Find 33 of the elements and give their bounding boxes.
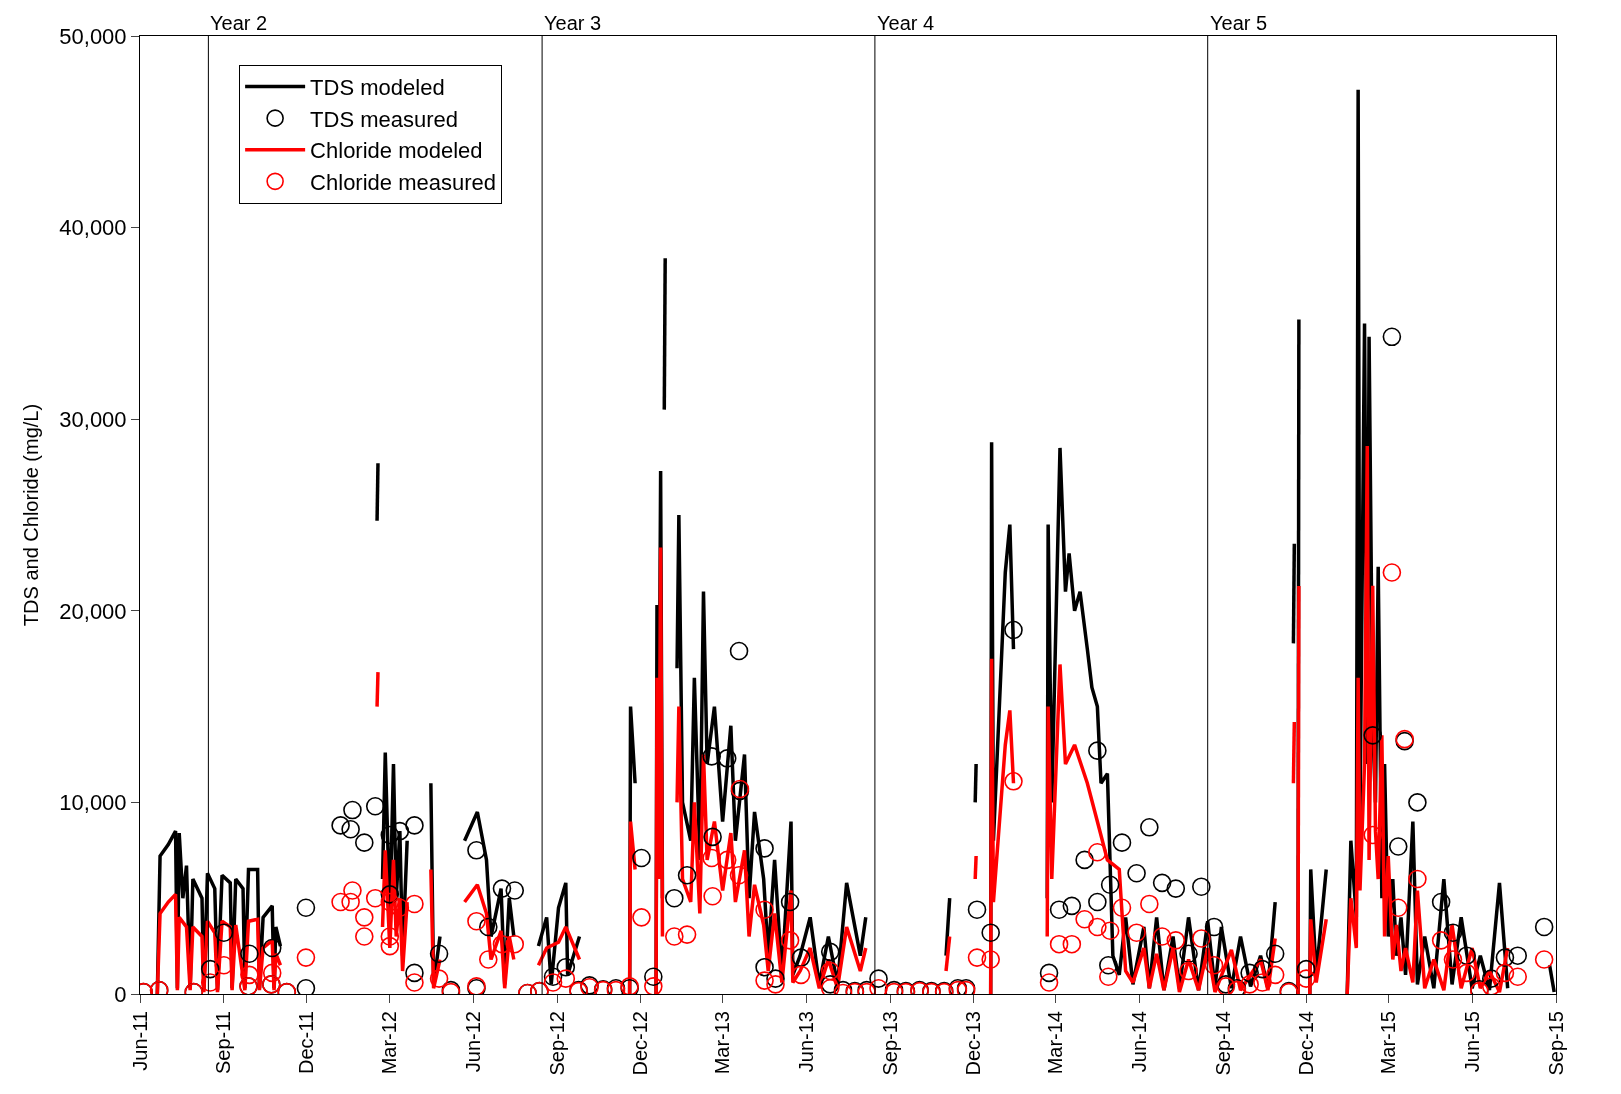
x-tick-label: Sep-14 bbox=[1211, 1011, 1234, 1076]
x-tick-label: Sep-13 bbox=[878, 1011, 901, 1076]
x-tick-label: Dec-14 bbox=[1294, 1011, 1317, 1076]
y-tick-label: 20,000 bbox=[59, 598, 127, 624]
x-tick-label: Jun-12 bbox=[462, 1011, 485, 1073]
x-tick-label: Jun-11 bbox=[128, 1011, 151, 1071]
ref-line-label: Year 4 bbox=[877, 12, 935, 34]
y-tick-label: 30,000 bbox=[59, 406, 127, 432]
x-tick-label: Jun-13 bbox=[795, 1011, 818, 1073]
y-tick-label: 0 bbox=[114, 981, 127, 1007]
x-tick-label: Mar-15 bbox=[1376, 1011, 1399, 1075]
y-tick-label: 50,000 bbox=[59, 23, 127, 49]
x-tick-label: Dec-12 bbox=[629, 1011, 652, 1076]
legend-label: TDS modeled bbox=[310, 75, 445, 101]
x-tick-label: Jun-15 bbox=[1460, 1011, 1483, 1073]
legend-label: TDS measured bbox=[310, 106, 459, 132]
ref-line-label: Year 5 bbox=[1210, 12, 1268, 34]
y-axis-title: TDS and Chloride (mg/L) bbox=[19, 403, 42, 627]
x-tick-label: Dec-11 bbox=[295, 1011, 318, 1074]
x-tick-label: Sep-15 bbox=[1544, 1011, 1567, 1076]
x-tick-label: Mar-13 bbox=[711, 1011, 734, 1075]
ref-line-label: Year 3 bbox=[544, 12, 602, 34]
legend-label: Chloride measured bbox=[310, 169, 496, 195]
x-tick-label: Sep-11 bbox=[212, 1011, 235, 1075]
legend-label: Chloride modeled bbox=[310, 138, 483, 164]
x-tick-label: Mar-12 bbox=[378, 1011, 401, 1075]
y-tick-label: 10,000 bbox=[59, 790, 127, 816]
ref-line-label: Year 2 bbox=[210, 12, 268, 34]
x-tick-label: Dec-13 bbox=[961, 1011, 984, 1076]
x-tick-label: Mar-14 bbox=[1043, 1011, 1066, 1075]
x-tick-label: Sep-12 bbox=[546, 1011, 569, 1076]
y-tick-label: 40,000 bbox=[59, 215, 127, 241]
x-tick-label: Jun-14 bbox=[1127, 1011, 1150, 1073]
